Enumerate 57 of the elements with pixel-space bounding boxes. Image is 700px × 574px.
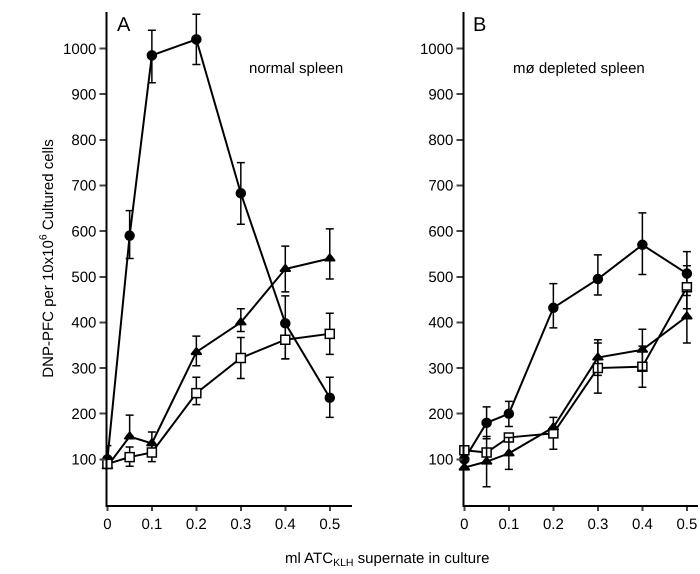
point bbox=[280, 334, 291, 345]
annotation: normal spleen bbox=[249, 60, 344, 77]
annotation: A bbox=[117, 14, 131, 36]
x-tick-label: 0.2 bbox=[542, 516, 564, 533]
point bbox=[124, 452, 135, 462]
y-tick-label: 700 bbox=[428, 178, 454, 195]
annotation: B bbox=[473, 14, 486, 36]
x-tick-label: 0.1 bbox=[498, 516, 520, 533]
x-tick-label: 0 bbox=[103, 516, 112, 533]
x-tick-label: 0.3 bbox=[587, 516, 608, 533]
y-tick-label: 600 bbox=[428, 223, 454, 240]
point bbox=[190, 346, 202, 356]
x-tick-label: 0.4 bbox=[274, 516, 296, 533]
point bbox=[191, 34, 202, 45]
point bbox=[236, 352, 246, 364]
y-tick-label: 900 bbox=[428, 86, 454, 104]
annotation: mø depleted spleen bbox=[513, 60, 645, 77]
y-tick-label: 100 bbox=[428, 452, 454, 469]
x-axis-title: ml ATC$_{KLH}$ supernate in culture bbox=[285, 550, 490, 570]
y-tick-label: 1000 bbox=[420, 40, 454, 58]
point bbox=[324, 392, 336, 403]
x-tick-label: 0.2 bbox=[186, 516, 207, 533]
point bbox=[124, 230, 135, 241]
y-tick-label: 600 bbox=[71, 223, 96, 240]
y-tick-label: 200 bbox=[71, 406, 96, 423]
x-tick-label: 0.5 bbox=[676, 516, 698, 533]
x-tick-label: 0.3 bbox=[230, 516, 252, 533]
y-tick-label: 400 bbox=[428, 314, 454, 332]
point bbox=[146, 50, 158, 61]
x-tick-label: 0.4 bbox=[632, 516, 653, 533]
x-tick-label: 0 bbox=[460, 516, 469, 533]
y-tick-label: 300 bbox=[428, 360, 454, 378]
point bbox=[637, 240, 648, 250]
y-tick-label: 700 bbox=[71, 178, 96, 195]
point bbox=[592, 274, 604, 284]
x-tick-label: 0.5 bbox=[319, 516, 340, 533]
y-tick-label: 500 bbox=[428, 269, 454, 286]
y-tick-label: 400 bbox=[71, 314, 96, 332]
y-tick-label: 300 bbox=[71, 360, 96, 378]
y-tick-label: 100 bbox=[71, 452, 96, 469]
point bbox=[324, 328, 336, 340]
point bbox=[504, 408, 514, 419]
point bbox=[191, 388, 202, 398]
y-tick-label: 500 bbox=[71, 269, 96, 286]
point bbox=[236, 188, 246, 198]
point bbox=[124, 431, 136, 440]
y-tick-label: 1000 bbox=[63, 40, 96, 58]
y-tick-label: 900 bbox=[71, 86, 96, 104]
point bbox=[146, 447, 158, 458]
point bbox=[481, 418, 492, 428]
y-tick-label: 800 bbox=[428, 132, 454, 150]
y-tick-label: 800 bbox=[71, 132, 96, 150]
y-tick-label: 200 bbox=[428, 406, 454, 423]
point bbox=[548, 302, 559, 314]
point bbox=[592, 352, 604, 361]
point bbox=[480, 456, 493, 465]
x-tick-label: 0.1 bbox=[141, 516, 162, 533]
